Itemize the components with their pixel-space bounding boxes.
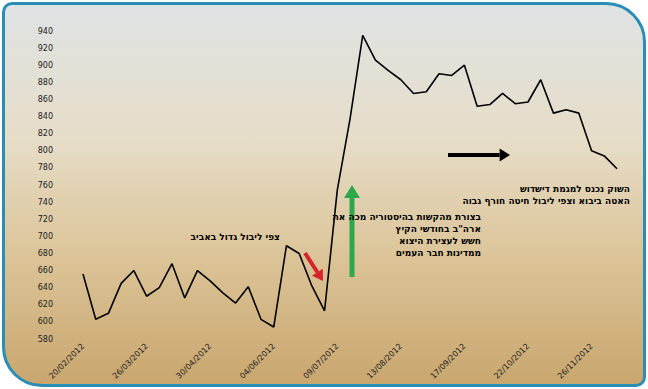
svg-text:20/02/2012: 20/02/2012 (47, 342, 86, 381)
svg-text:620: 620 (38, 300, 53, 309)
svg-text:580: 580 (38, 335, 53, 344)
svg-text:840: 840 (38, 112, 53, 121)
svg-text:בצורת מהקשות בהיסטוריה מכה את: בצורת מהקשות בהיסטוריה מכה את (333, 212, 482, 222)
svg-text:חשש לעצירת היצוא: חשש לעצירת היצוא (399, 236, 481, 246)
svg-text:640: 640 (38, 283, 53, 292)
svg-text:השוק נכנס למגמת דישדוש: השוק נכנס למגמת דישדוש (520, 184, 630, 194)
svg-text:26/11/2012: 26/11/2012 (556, 342, 595, 381)
svg-text:22/10/2012: 22/10/2012 (492, 342, 531, 381)
svg-text:800: 800 (38, 146, 53, 155)
svg-text:740: 740 (38, 198, 53, 207)
svg-text:860: 860 (38, 95, 53, 104)
svg-text:780: 780 (38, 163, 53, 172)
svg-text:680: 680 (38, 249, 53, 258)
svg-text:ארה"ב בחודשי הקיץ: ארה"ב בחודשי הקיץ (395, 224, 481, 234)
svg-text:צפי ליבול גדול באביב: צפי ליבול גדול באביב (191, 232, 281, 242)
svg-text:09/07/2012: 09/07/2012 (302, 342, 341, 381)
svg-text:04/06/2012: 04/06/2012 (238, 342, 277, 381)
svg-text:ממדינות חבר העמים: ממדינות חבר העמים (396, 248, 481, 258)
svg-text:600: 600 (38, 317, 53, 326)
svg-text:30/04/2012: 30/04/2012 (174, 342, 213, 381)
svg-text:26/03/2012: 26/03/2012 (111, 342, 150, 381)
svg-text:900: 900 (38, 61, 53, 70)
svg-text:920: 920 (38, 44, 53, 53)
svg-text:820: 820 (38, 129, 53, 138)
svg-text:880: 880 (38, 78, 53, 87)
svg-text:17/09/2012: 17/09/2012 (429, 342, 468, 381)
svg-text:13/08/2012: 13/08/2012 (365, 342, 404, 381)
svg-text:660: 660 (38, 266, 53, 275)
svg-text:720: 720 (38, 215, 53, 224)
svg-text:940: 940 (38, 27, 53, 36)
svg-text:760: 760 (38, 181, 53, 190)
svg-text:700: 700 (38, 232, 53, 241)
svg-text:האטה ביבוא וצפי ליבול חיטה חור: האטה ביבוא וצפי ליבול חיטה חורף גבוה (463, 196, 630, 206)
